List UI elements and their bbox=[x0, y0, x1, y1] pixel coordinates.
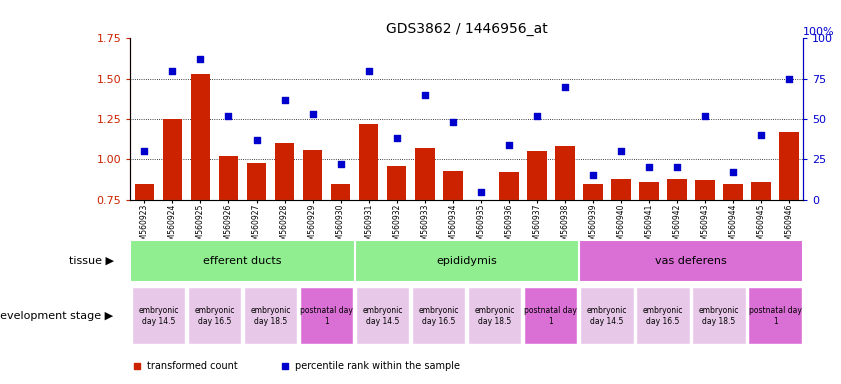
Bar bbox=[579, 240, 803, 282]
Point bbox=[502, 142, 516, 148]
Bar bbox=[246, 162, 267, 200]
Text: embryonic
day 16.5: embryonic day 16.5 bbox=[643, 306, 683, 326]
Bar bbox=[300, 287, 353, 344]
Point bbox=[586, 172, 600, 179]
Bar bbox=[499, 172, 519, 200]
Bar bbox=[723, 184, 743, 200]
Text: embryonic
day 18.5: embryonic day 18.5 bbox=[474, 306, 515, 326]
Bar bbox=[751, 182, 771, 200]
Point bbox=[727, 169, 740, 175]
Text: embryonic
day 14.5: embryonic day 14.5 bbox=[138, 306, 178, 326]
Point bbox=[446, 119, 459, 125]
Bar bbox=[162, 119, 182, 200]
Point bbox=[418, 92, 431, 98]
Bar bbox=[696, 180, 715, 200]
Text: embryonic
day 14.5: embryonic day 14.5 bbox=[362, 306, 403, 326]
Bar bbox=[412, 287, 465, 344]
Bar bbox=[359, 124, 378, 200]
Text: development stage ▶: development stage ▶ bbox=[0, 311, 114, 321]
Bar bbox=[356, 287, 410, 344]
Bar bbox=[331, 184, 351, 200]
Point bbox=[390, 135, 404, 141]
Bar bbox=[583, 184, 603, 200]
Bar bbox=[692, 287, 746, 344]
Bar bbox=[611, 179, 631, 200]
Text: embryonic
day 16.5: embryonic day 16.5 bbox=[419, 306, 459, 326]
Bar bbox=[244, 287, 297, 344]
Bar bbox=[219, 156, 238, 200]
Bar bbox=[188, 287, 241, 344]
Bar bbox=[275, 143, 294, 200]
Bar bbox=[667, 179, 687, 200]
Point bbox=[362, 68, 375, 74]
Bar bbox=[303, 150, 322, 200]
Point bbox=[754, 132, 768, 138]
Point bbox=[614, 148, 627, 154]
Bar bbox=[191, 74, 210, 200]
Point bbox=[782, 76, 796, 82]
Bar bbox=[415, 148, 435, 200]
Bar bbox=[527, 151, 547, 200]
Bar bbox=[580, 287, 633, 344]
Text: percentile rank within the sample: percentile rank within the sample bbox=[295, 361, 460, 371]
Text: efferent ducts: efferent ducts bbox=[204, 256, 282, 266]
Text: embryonic
day 18.5: embryonic day 18.5 bbox=[251, 306, 291, 326]
Bar bbox=[555, 146, 574, 200]
Text: embryonic
day 18.5: embryonic day 18.5 bbox=[699, 306, 739, 326]
Text: embryonic
day 16.5: embryonic day 16.5 bbox=[194, 306, 235, 326]
Point bbox=[306, 111, 320, 117]
Text: vas deferens: vas deferens bbox=[655, 256, 727, 266]
Point bbox=[474, 189, 488, 195]
Point bbox=[334, 161, 347, 167]
Point bbox=[193, 56, 207, 63]
Text: transformed count: transformed count bbox=[147, 361, 238, 371]
Bar bbox=[355, 240, 579, 282]
Text: postnatal day
1: postnatal day 1 bbox=[300, 306, 353, 326]
Point bbox=[222, 113, 235, 119]
Bar bbox=[130, 240, 355, 282]
Bar bbox=[387, 166, 406, 200]
Bar bbox=[780, 132, 799, 200]
Point bbox=[278, 97, 291, 103]
Point bbox=[670, 164, 684, 170]
Bar bbox=[443, 170, 463, 200]
Point bbox=[530, 113, 543, 119]
Text: 100%: 100% bbox=[803, 27, 835, 37]
Bar bbox=[748, 287, 801, 344]
Point bbox=[138, 148, 151, 154]
Bar bbox=[132, 287, 185, 344]
Text: epididymis: epididymis bbox=[436, 256, 497, 266]
Point bbox=[643, 164, 656, 170]
Bar bbox=[524, 287, 578, 344]
Point bbox=[698, 113, 711, 119]
Point bbox=[250, 137, 263, 143]
Text: embryonic
day 14.5: embryonic day 14.5 bbox=[587, 306, 627, 326]
Bar bbox=[135, 184, 154, 200]
Bar bbox=[637, 287, 690, 344]
Bar bbox=[639, 182, 659, 200]
Point bbox=[558, 84, 572, 90]
Bar bbox=[468, 287, 521, 344]
Title: GDS3862 / 1446956_at: GDS3862 / 1446956_at bbox=[386, 22, 547, 36]
Text: postnatal day
1: postnatal day 1 bbox=[525, 306, 577, 326]
Text: tissue ▶: tissue ▶ bbox=[68, 256, 114, 266]
Text: postnatal day
1: postnatal day 1 bbox=[748, 306, 801, 326]
Point bbox=[166, 68, 179, 74]
